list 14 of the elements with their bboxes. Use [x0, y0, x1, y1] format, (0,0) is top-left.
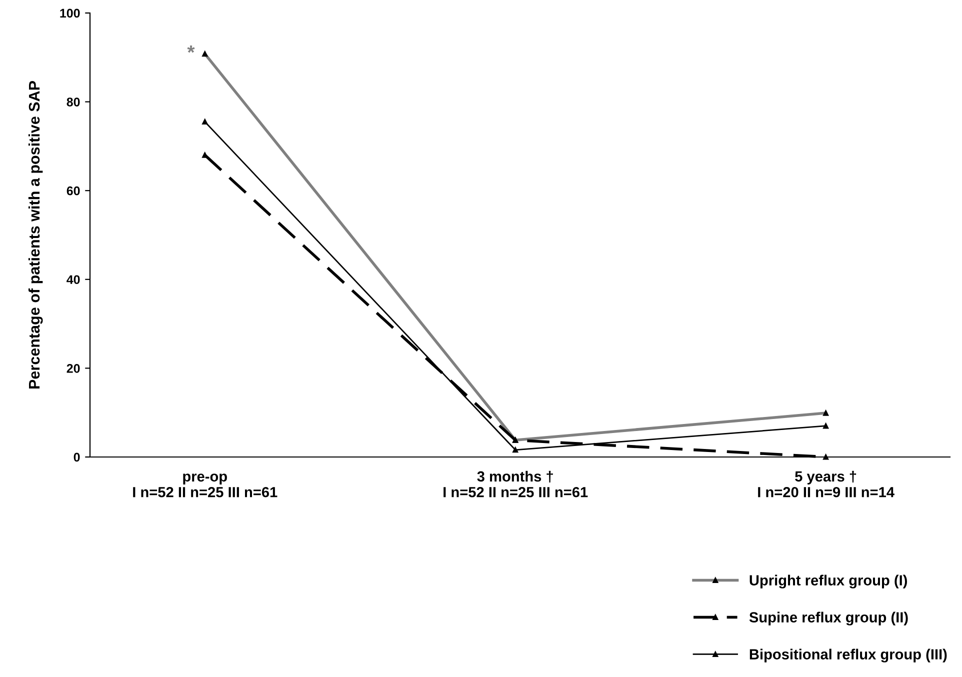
legend-label: Supine reflux group (II) — [749, 612, 908, 626]
x-tick-label: 5 years † I n=20 II n=9 III n=14 — [758, 470, 894, 498]
legend-label: Upright reflux group (I) — [750, 574, 907, 588]
annotation: * — [187, 46, 195, 53]
y-tick-label: 40 — [66, 275, 80, 284]
y-axis-title: Percentage of patients with a positive SAP — [28, 81, 43, 388]
y-tick-label: 20 — [66, 364, 80, 373]
legend-label: Bipositional reflux group (III) — [750, 648, 947, 662]
y-tick-label: 80 — [66, 98, 80, 106]
y-tick-label: 0 — [74, 452, 80, 462]
x-tick-label: 3 months † I n=52 II n=25 III n=61 — [444, 470, 588, 498]
y-tick-label: 100 — [60, 8, 80, 18]
x-tick-label: pre-op I n=52 II n=25 III n=61 — [133, 474, 278, 498]
y-tick-label: 60 — [66, 186, 80, 196]
